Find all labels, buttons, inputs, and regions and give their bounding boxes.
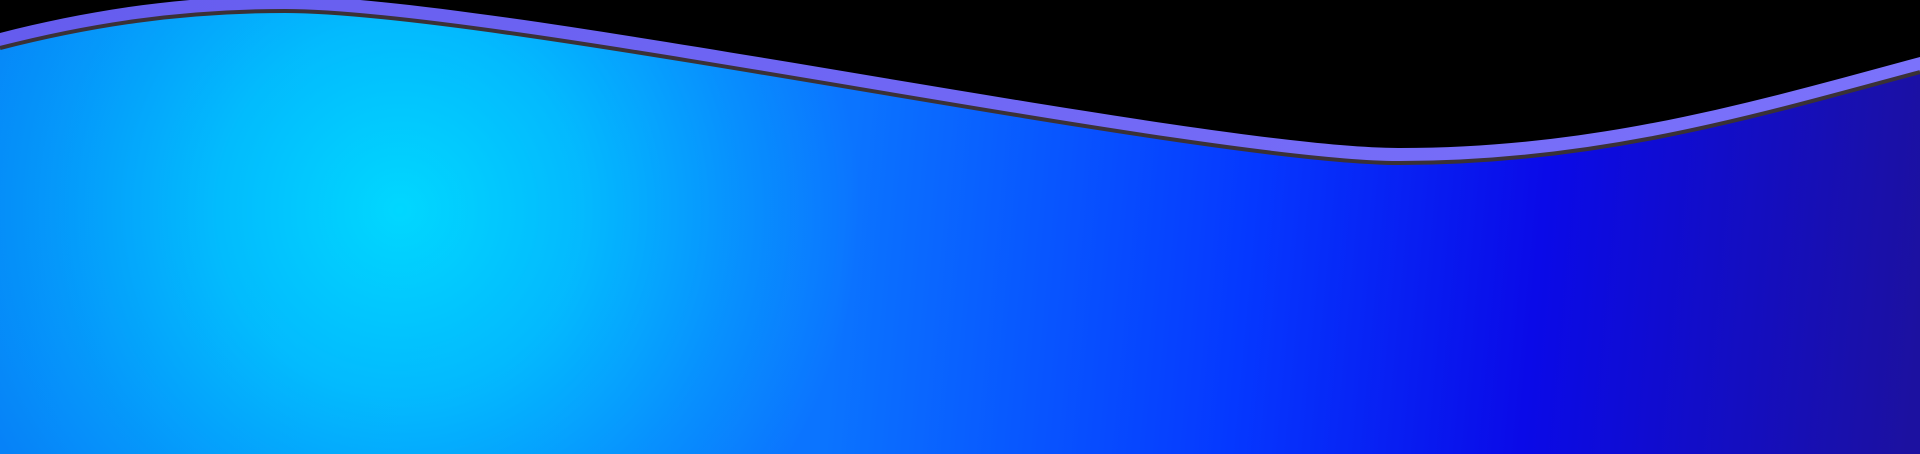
wave-glow — [0, 11, 1920, 454]
wave-outline — [0, 8, 1920, 166]
